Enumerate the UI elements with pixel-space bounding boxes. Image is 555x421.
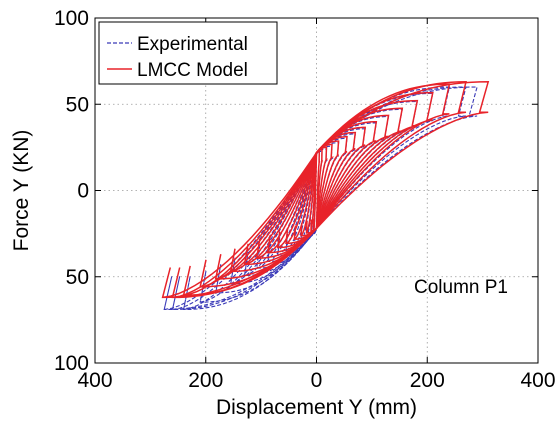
y-tick-label: 50 <box>66 266 89 289</box>
lmcc-model-loop <box>182 83 451 296</box>
y-tick-label: 100 <box>54 7 89 30</box>
series-lmcc-model <box>161 81 490 299</box>
x-tick-label: 400 <box>77 369 112 392</box>
x-tick-label: 0 <box>311 369 323 392</box>
y-tick-label: 0 <box>77 180 89 203</box>
legend-label-experimental: Experimental <box>137 34 248 55</box>
legend-box <box>98 21 278 85</box>
x-tick-label: 400 <box>520 369 555 392</box>
x-tick-label: 200 <box>410 369 445 392</box>
lmcc-model-loop <box>266 126 367 254</box>
y-tick-label: 50 <box>66 93 89 116</box>
legend: Experimental LMCC Model <box>98 21 278 85</box>
x-axis-label: Displacement Y (mm) <box>216 396 417 419</box>
y-tick-label: 100 <box>54 352 89 375</box>
chart-annotation: Column P1 <box>414 277 508 298</box>
lmcc-model-loop <box>161 81 490 299</box>
legend-label-lmcc-model: LMCC Model <box>137 60 248 81</box>
experimental-loop <box>285 137 348 252</box>
y-axis-label: Force Y (KN) <box>10 130 33 252</box>
x-tick-label: 200 <box>188 369 223 392</box>
lmcc-model-loop <box>171 81 467 299</box>
grid-lines <box>95 18 538 363</box>
experimental-loop <box>163 86 478 311</box>
plot-area <box>161 81 490 311</box>
